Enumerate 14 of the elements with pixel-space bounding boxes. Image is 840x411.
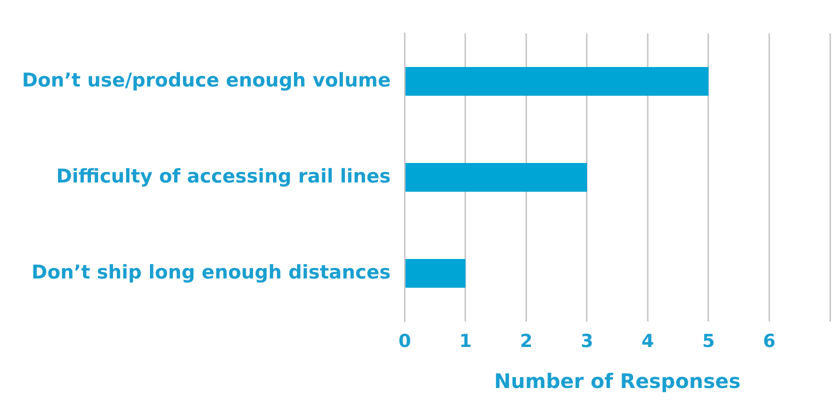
y-tick-label: Difficulty of accessing rail lines bbox=[56, 165, 391, 188]
x-tick-label: 3 bbox=[580, 330, 594, 352]
bar bbox=[405, 163, 587, 192]
y-tick-label: Don’t ship long enough distances bbox=[32, 261, 391, 284]
bar bbox=[405, 67, 708, 96]
bar bbox=[405, 259, 466, 288]
x-tick-label: 4 bbox=[641, 330, 654, 352]
x-tick-label: 2 bbox=[520, 330, 533, 352]
x-tick-label: 5 bbox=[702, 330, 715, 352]
x-tick-label: 6 bbox=[762, 330, 776, 352]
x-tick-label: 0 bbox=[398, 330, 412, 352]
x-tick-label: 1 bbox=[459, 330, 472, 352]
x-axis-title: Number of Responses bbox=[494, 369, 741, 394]
y-tick-label: Don’t use/produce enough volume bbox=[22, 69, 391, 92]
